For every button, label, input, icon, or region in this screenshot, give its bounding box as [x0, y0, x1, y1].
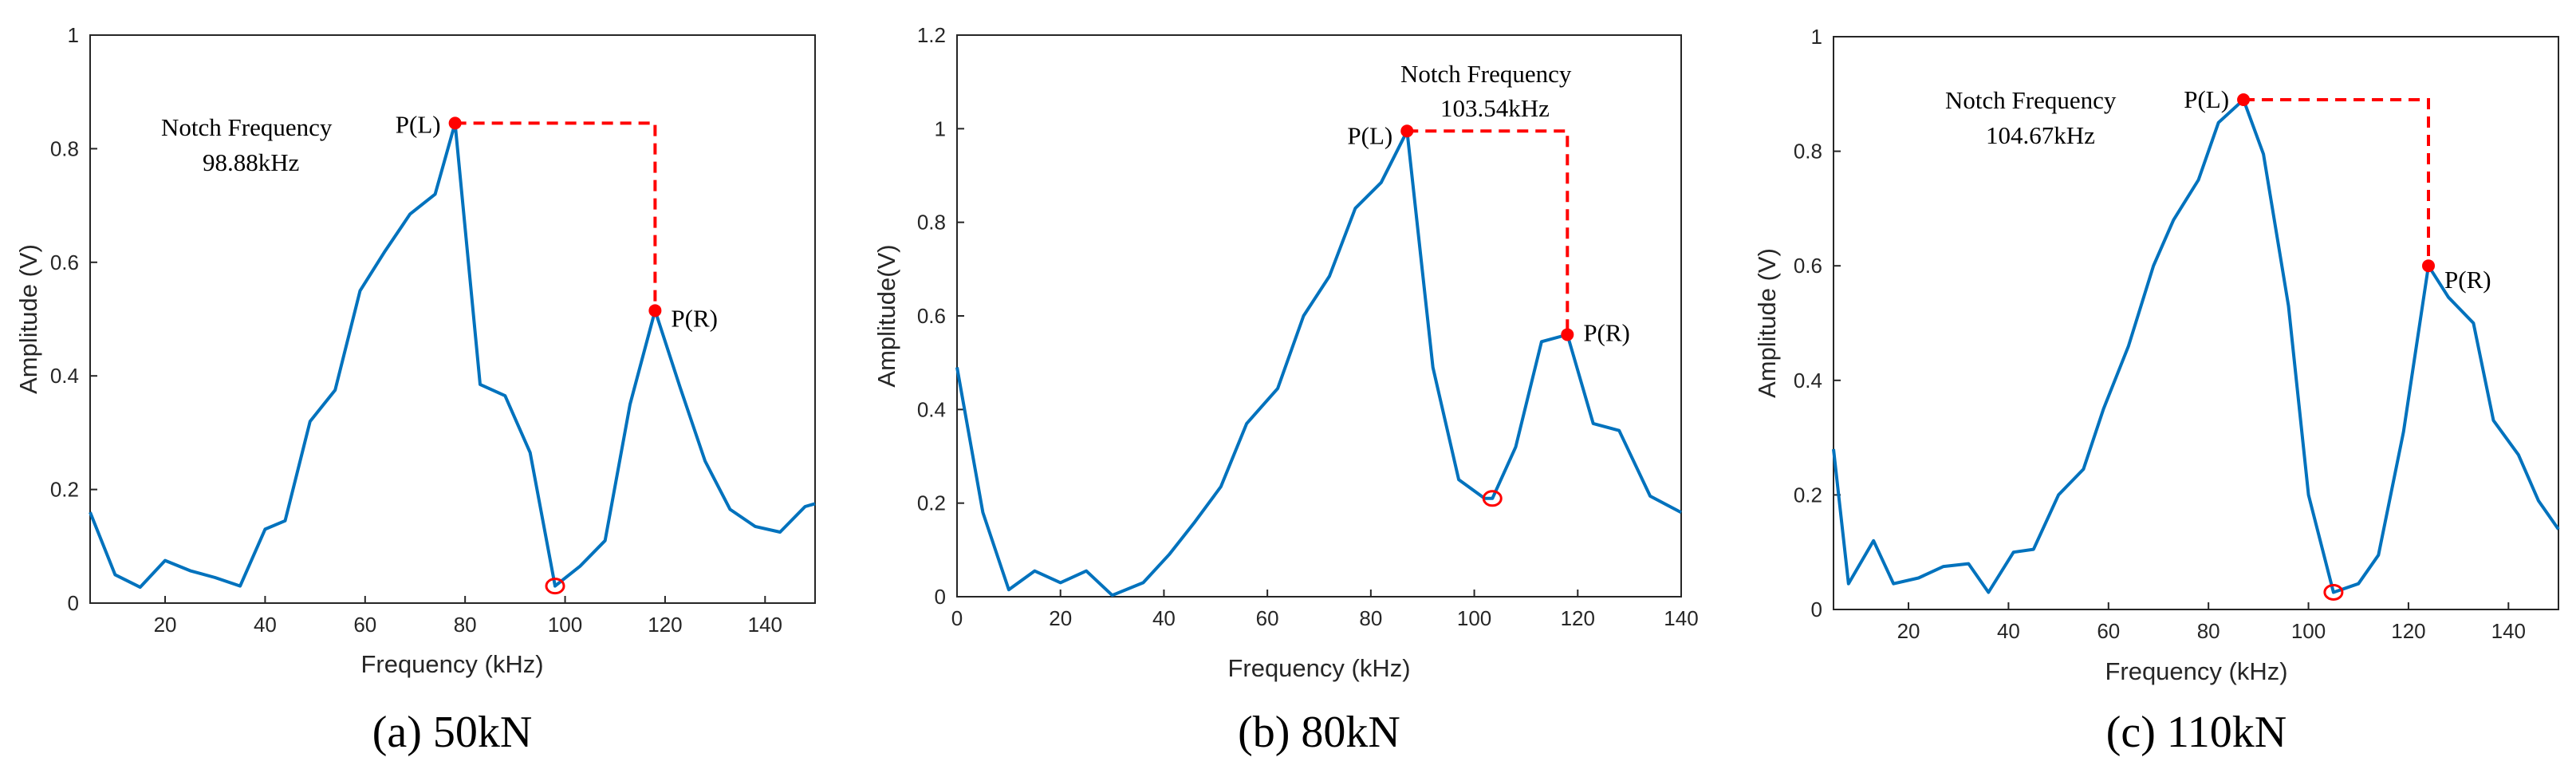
- y-tick-label: 0.2: [1794, 483, 1822, 507]
- peak-right-marker: [1561, 328, 1574, 341]
- peak-right-label: P(R): [671, 304, 718, 332]
- peak-connector-dashed-line: [2243, 97, 2431, 266]
- y-axis-label: Amplitude (V): [14, 244, 42, 394]
- y-tick-label: 0.6: [1794, 254, 1822, 278]
- x-tick-label: 60: [2097, 619, 2120, 643]
- peak-left-marker: [1400, 124, 1414, 138]
- y-tick-label: 0.8: [50, 136, 79, 160]
- y-tick-label: 0.2: [50, 478, 79, 502]
- x-tick-label: 80: [1359, 606, 1382, 630]
- x-tick-label: 20: [154, 613, 177, 637]
- peak-left-label: P(L): [1347, 121, 1392, 149]
- y-axis-label: Amplitude(V): [872, 244, 900, 387]
- amplitude-series-line: [955, 129, 1682, 598]
- notch-marker: [1482, 490, 1503, 507]
- x-tick-label: 20: [1049, 606, 1072, 630]
- peak-left-label: P(L): [2184, 85, 2229, 113]
- x-tick-label: 80: [2197, 619, 2220, 643]
- amplitude-series-line: [1832, 98, 2560, 594]
- peak-connector-dashed-line: [1407, 129, 1570, 335]
- x-tick-label: 0: [951, 606, 963, 630]
- y-tick-label: 0.8: [1794, 140, 1822, 164]
- x-axis-label: Frequency (kHz): [2105, 657, 2287, 685]
- x-tick-label: 40: [1152, 606, 1176, 630]
- y-tick-label: 0.2: [917, 491, 946, 515]
- notch-annotation-title: Notch Frequency: [1400, 60, 1572, 88]
- chart-panel-c: 20 40 60 80 100 120 140 0 0.2 0.4 0.6 0.8 1 P(L) P(R…: [1753, 25, 2560, 757]
- chart-panel-b: 0 20 40 60 80 100 120 140 0 0.2 0.4 0.6 0.8 1 1.2 P(L)…: [872, 23, 1699, 757]
- plot-frame: [1833, 36, 2559, 610]
- x-tick-label: 120: [648, 613, 682, 637]
- y-tick-label: 0.8: [917, 211, 946, 235]
- notch-annotation-value: 98.88kHz: [203, 148, 299, 176]
- notch-marker: [2323, 583, 2344, 601]
- peak-right-label: P(R): [1583, 318, 1630, 346]
- peak-left-label: P(L): [396, 110, 441, 138]
- y-tick-label: 0.6: [50, 250, 79, 274]
- plot-frame: [956, 34, 1682, 598]
- notch-annotation-title: Notch Frequency: [1945, 86, 2117, 114]
- x-tick-label: 140: [1664, 606, 1698, 630]
- panel-caption: (c) 110kN: [2106, 708, 2287, 757]
- panel-caption: (a) 50kN: [372, 708, 533, 757]
- x-tick-label: 60: [353, 613, 376, 637]
- x-tick-label: 100: [2291, 619, 2326, 643]
- notch-annotation-value: 103.54kHz: [1440, 94, 1550, 122]
- peak-right-label: P(R): [2444, 266, 2491, 294]
- notch-annotation-title: Notch Frequency: [161, 113, 333, 141]
- peak-right-marker: [648, 304, 662, 318]
- x-tick-label: 120: [1561, 606, 1595, 630]
- notch-marker: [545, 578, 565, 595]
- chart-panel-a: 20 40 60 80 100 120 140 0 0.2 0.4 0.6 0.8 1 P(L) P(R…: [14, 23, 816, 757]
- peak-left-marker: [448, 116, 462, 130]
- x-tick-label: 40: [254, 613, 277, 637]
- y-tick-label: 1: [1811, 25, 1822, 49]
- y-tick-label: 0.4: [917, 397, 946, 421]
- y-tick-label: 0.4: [1794, 369, 1822, 392]
- notch-annotation-value: 104.67kHz: [1986, 121, 2095, 149]
- panel-caption: (b) 80kN: [1238, 708, 1400, 757]
- x-tick-label: 120: [2391, 619, 2425, 643]
- y-tick-label: 0: [68, 591, 79, 615]
- y-axis-label: Amplitude (V): [1753, 248, 1781, 398]
- x-axis-label: Frequency (kHz): [1227, 654, 1410, 682]
- y-tick-label: 0.4: [50, 364, 79, 388]
- y-tick-label: 1.2: [917, 23, 946, 47]
- x-axis-label: Frequency (kHz): [360, 650, 543, 678]
- y-tick-label: 0: [1811, 598, 1822, 621]
- x-tick-label: 100: [548, 613, 582, 637]
- y-tick-label: 0: [935, 585, 946, 609]
- y-tick-label: 0.6: [917, 304, 946, 328]
- x-tick-label: 40: [1997, 619, 2020, 643]
- y-tick-label: 1: [68, 23, 79, 47]
- peak-left-marker: [2237, 93, 2251, 106]
- x-tick-label: 140: [748, 613, 782, 637]
- x-tick-label: 60: [1256, 606, 1279, 630]
- x-tick-label: 20: [1897, 619, 1920, 643]
- x-tick-label: 140: [2491, 619, 2526, 643]
- y-tick-label: 1: [935, 116, 946, 140]
- peak-right-marker: [2422, 259, 2436, 273]
- x-tick-label: 80: [454, 613, 477, 637]
- x-tick-label: 100: [1457, 606, 1491, 630]
